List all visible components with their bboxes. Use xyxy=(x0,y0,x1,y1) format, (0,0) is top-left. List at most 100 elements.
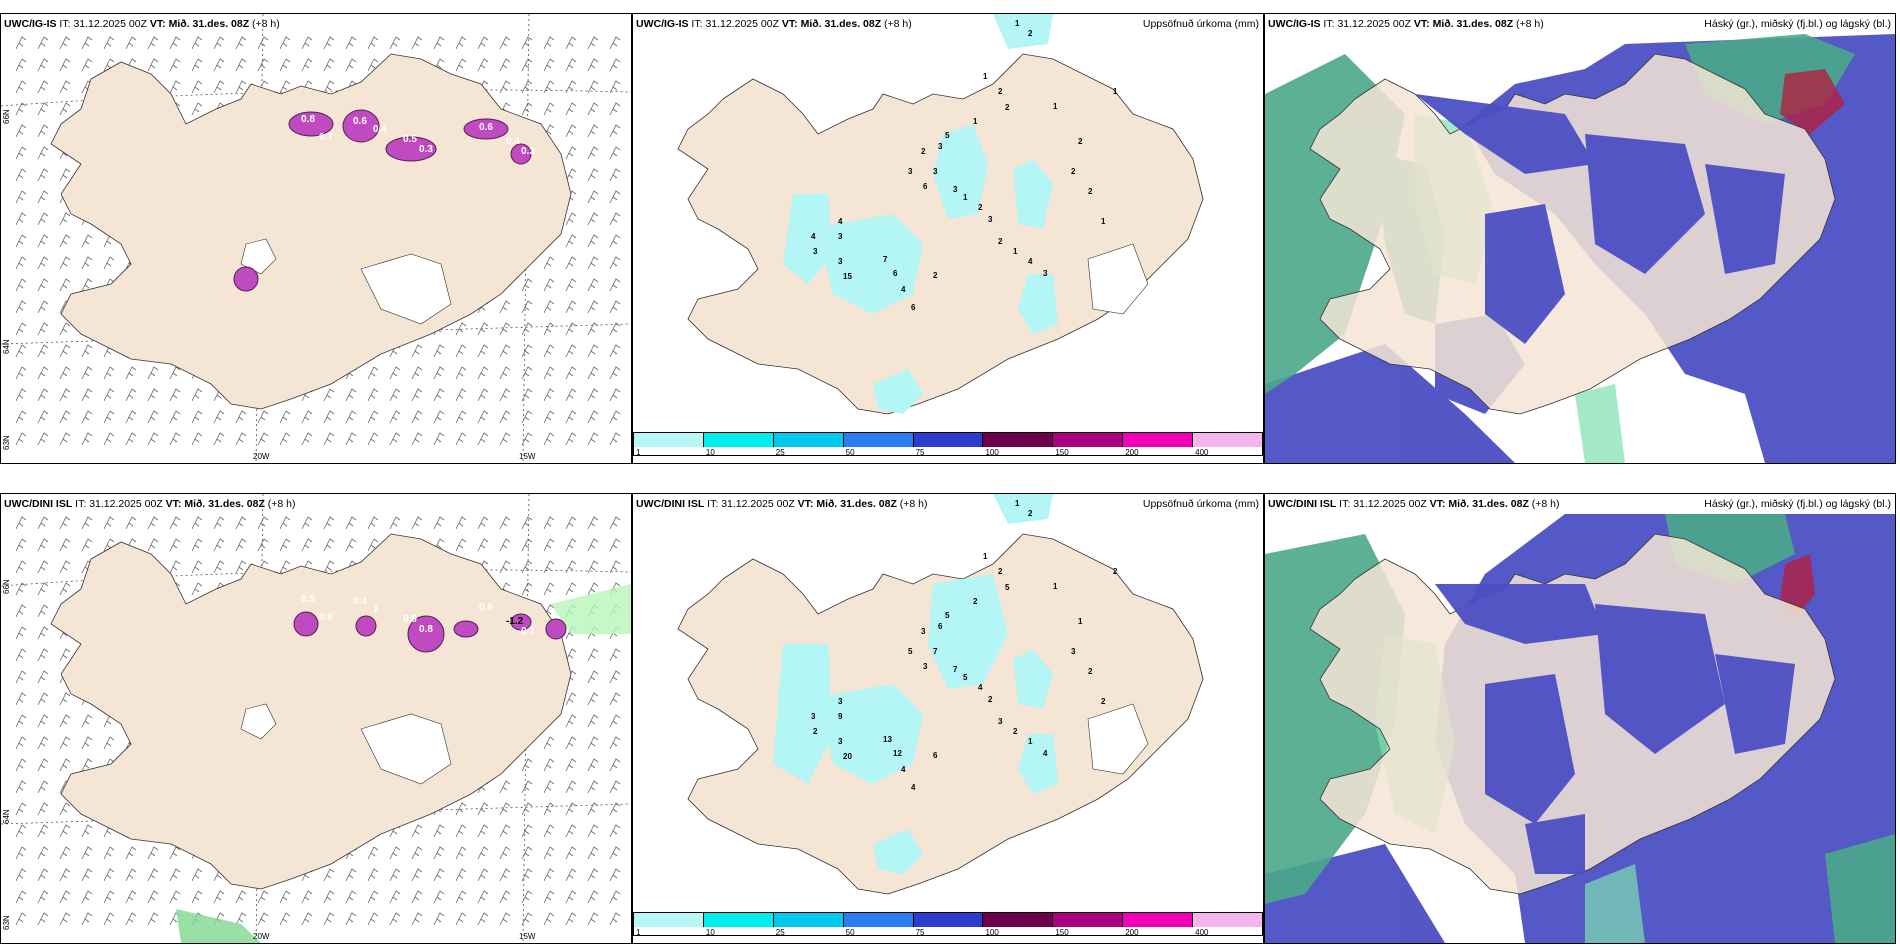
precip-value: 3 xyxy=(1071,647,1076,656)
wind-barb xyxy=(213,80,225,94)
wind-barb xyxy=(587,124,599,138)
precip-value: 2 xyxy=(1028,29,1033,38)
wind-barb xyxy=(59,278,71,292)
wind-barb xyxy=(191,560,203,574)
colorbar-segment: 150 xyxy=(1053,433,1124,457)
wind-barb xyxy=(345,58,357,72)
wind-barb xyxy=(411,432,423,446)
wind-barb xyxy=(455,366,467,380)
wind-barb xyxy=(15,168,27,182)
wind-barb xyxy=(389,388,401,402)
wind-barb xyxy=(609,538,621,552)
wind-barb xyxy=(169,560,181,574)
wind-barb xyxy=(543,758,555,772)
wind-barb xyxy=(81,890,93,904)
wind-barb xyxy=(543,278,555,292)
wind-barb xyxy=(59,234,71,248)
wind-barb xyxy=(521,388,533,402)
wind-barb xyxy=(521,912,533,926)
wind-barb xyxy=(609,432,621,446)
wind-barb xyxy=(543,344,555,358)
precip-value: 1 xyxy=(1028,737,1033,746)
cloud-panel-top: UWC/IG-IS IT: 31.12.2025 00Z VT: Mið. 31… xyxy=(1264,13,1896,464)
precip-value: 1 xyxy=(983,72,988,81)
wind-barb xyxy=(37,582,49,596)
lat-label-66: 66N xyxy=(2,579,11,594)
wind-barb xyxy=(279,560,291,574)
precip-value: 1 xyxy=(1101,217,1106,226)
wind-barb xyxy=(499,344,511,358)
instability-blobs xyxy=(293,611,567,653)
wind-barb xyxy=(389,868,401,882)
precip-value: 2 xyxy=(1101,697,1106,706)
wind-barb xyxy=(587,234,599,248)
precip-value: 4 xyxy=(838,217,843,226)
wind-barb xyxy=(367,912,379,926)
wind-barb xyxy=(301,538,313,552)
panel-title: UWC/IG-IS IT: 31.12.2025 00Z VT: Mið. 31… xyxy=(4,18,280,30)
wind-barb xyxy=(521,58,533,72)
colorbar-segment: 150 xyxy=(1053,913,1124,937)
low-cloud-over-land xyxy=(1435,584,1795,874)
colorbar-tick: 25 xyxy=(775,928,785,937)
wind-barb xyxy=(587,538,599,552)
wind-barb xyxy=(477,366,489,380)
wind-barb xyxy=(587,366,599,380)
wind-barb xyxy=(389,410,401,424)
wind-barb xyxy=(15,212,27,226)
instability-value: -1.2 xyxy=(506,616,524,627)
wind-barb xyxy=(609,322,621,336)
wind-barb xyxy=(521,802,533,816)
wind-barb xyxy=(103,516,115,530)
colorbar-tick: 150 xyxy=(1055,928,1069,937)
iceland-land xyxy=(50,53,572,410)
precip-value: 2 xyxy=(973,597,978,606)
precip-value: 4 xyxy=(911,783,916,792)
wind-barb xyxy=(323,432,335,446)
wind-barb xyxy=(565,322,577,336)
wind-barb xyxy=(609,560,621,574)
wind-barb xyxy=(477,824,489,838)
wind-barb xyxy=(411,516,423,530)
wind-panel-top: 0.8 0.7 0.6 0.4 0.5 0.3 0.6 0.4 0.3 UWC/IG-IS IT… xyxy=(0,13,632,464)
wind-barb xyxy=(499,802,511,816)
cloud-panel-bottom: UWC/DINI ISL IT: 31.12.2025 00Z VT: Mið.… xyxy=(1264,493,1896,944)
wind-barb xyxy=(15,538,27,552)
wind-barb xyxy=(521,36,533,50)
colorbar-tick: 150 xyxy=(1055,448,1069,457)
wind-barb xyxy=(499,516,511,530)
colorbar-segment: 75 xyxy=(913,433,984,457)
precip-value: 6 xyxy=(893,269,898,278)
wind-barb xyxy=(37,432,49,446)
colorbar-segment: 50 xyxy=(843,913,914,937)
wind-barb xyxy=(609,802,621,816)
precip-panel-top: 1 2 1 2 2 1 5 3 2 3 6 3 4 3 3 4 3 15 7 6 4 6 2 3 1 2 3 2 1 4 3 2 2 1 2 1 1 U… xyxy=(632,13,1264,464)
wind-barb xyxy=(345,538,357,552)
wind-barb xyxy=(499,560,511,574)
colorbar-segment: 10 xyxy=(703,913,774,937)
wind-barb xyxy=(37,212,49,226)
wind-barb xyxy=(587,912,599,926)
wind-barb xyxy=(169,846,181,860)
wind-barb xyxy=(15,300,27,314)
wind-barb xyxy=(477,322,489,336)
precip-value: 1 xyxy=(1053,102,1058,111)
wind-barb xyxy=(59,890,71,904)
wind-barb xyxy=(477,868,489,882)
colorbar-segment: 10 xyxy=(703,433,774,457)
wind-barb xyxy=(37,58,49,72)
wind-barb xyxy=(565,780,577,794)
precip-value: 3 xyxy=(953,185,958,194)
colorbar-segment: 1 xyxy=(634,433,704,457)
wind-barb xyxy=(587,410,599,424)
wind-barb xyxy=(15,344,27,358)
wind-barb xyxy=(37,278,49,292)
wind-barb xyxy=(37,102,49,116)
precip-value: 2 xyxy=(1113,567,1118,576)
wind-barb xyxy=(521,516,533,530)
wind-barb xyxy=(37,146,49,160)
wind-barb xyxy=(59,410,71,424)
panel-subtitle: Háský (gr.), miðský (fj.bl.) og lágský (… xyxy=(1704,18,1891,30)
precip-value: 5 xyxy=(963,673,968,682)
wind-barb xyxy=(477,912,489,926)
